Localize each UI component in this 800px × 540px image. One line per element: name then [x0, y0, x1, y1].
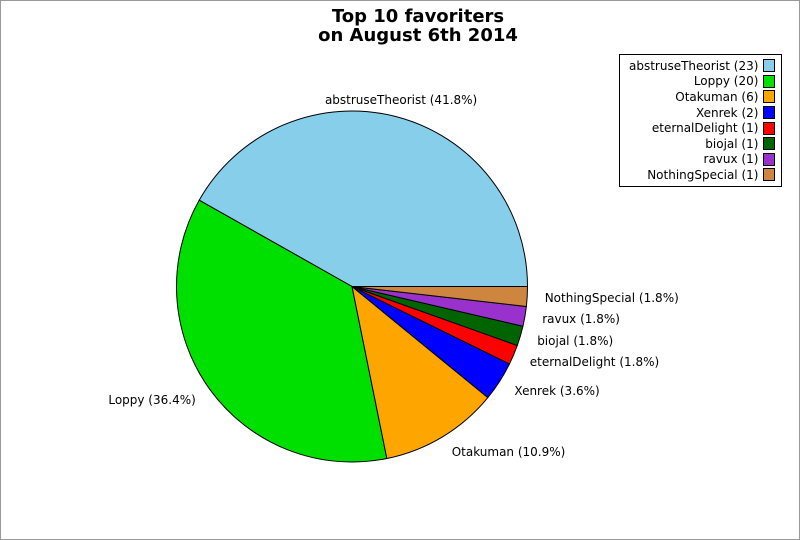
- legend-label: Xenrek (2): [695, 105, 759, 120]
- legend-item-eternalDelight: eternalDelight (1): [629, 120, 776, 136]
- legend-label: ravux (1): [703, 152, 759, 167]
- legend-item-ravux: ravux (1): [629, 152, 776, 168]
- slice-label-Xenrek: Xenrek (3.6%): [514, 383, 600, 398]
- legend-swatch: [763, 59, 776, 73]
- pie-slice-Loppy: [176, 199, 388, 463]
- legend-label: Loppy (20): [693, 74, 759, 89]
- slice-label-Otakuman: Otakuman (10.9%): [451, 444, 566, 459]
- legend-item-NothingSpecial: NothingSpecial (1): [629, 167, 776, 183]
- slice-label-ravux: ravux (1.8%): [542, 312, 620, 327]
- legend-item-Loppy: Loppy (20): [629, 74, 776, 90]
- legend-label: biojal (1): [705, 136, 759, 151]
- chart-title-line2: on August 6th 2014: [318, 25, 518, 46]
- legend-item-Otakuman: Otakuman (6): [629, 89, 776, 105]
- legend-swatch: [763, 121, 776, 135]
- legend-swatch: [763, 152, 776, 166]
- legend-label: NothingSpecial (1): [647, 167, 759, 182]
- legend-item-biojal: biojal (1): [629, 136, 776, 152]
- pie-slice-NothingSpecial: [351, 286, 529, 308]
- legend-swatch: [763, 168, 776, 182]
- legend-swatch: [763, 106, 776, 120]
- chart-title: Top 10 favoriters on August 6th 2014: [318, 7, 518, 45]
- legend-swatch: [763, 90, 776, 104]
- legend-label: Otakuman (6): [675, 89, 759, 104]
- slice-label-NothingSpecial: NothingSpecial (1.8%): [544, 290, 679, 305]
- legend-item-Xenrek: Xenrek (2): [629, 105, 776, 121]
- pie-slice-Otakuman: [351, 285, 489, 460]
- legend-swatch: [763, 74, 776, 88]
- chart-title-line1: Top 10 favoriters: [331, 6, 505, 27]
- slice-label-eternalDelight: eternalDelight (1.8%): [529, 354, 660, 369]
- legend-item-abstruseTheorist: abstruseTheorist (23): [629, 58, 776, 74]
- legend-swatch: [763, 137, 776, 151]
- slice-label-abstruseTheorist: abstruseTheorist (41.8%): [324, 92, 478, 107]
- legend-label: abstruseTheorist (23): [629, 58, 759, 73]
- pie-slice-abstruseTheorist: [198, 110, 529, 287]
- legend-label: eternalDelight (1): [651, 121, 759, 136]
- slice-label-biojal: biojal (1.8%): [537, 333, 614, 348]
- legend: abstruseTheorist (23) Loppy (20) Otakuman …: [619, 54, 783, 187]
- slice-label-Loppy: Loppy (36.4%): [108, 393, 196, 407]
